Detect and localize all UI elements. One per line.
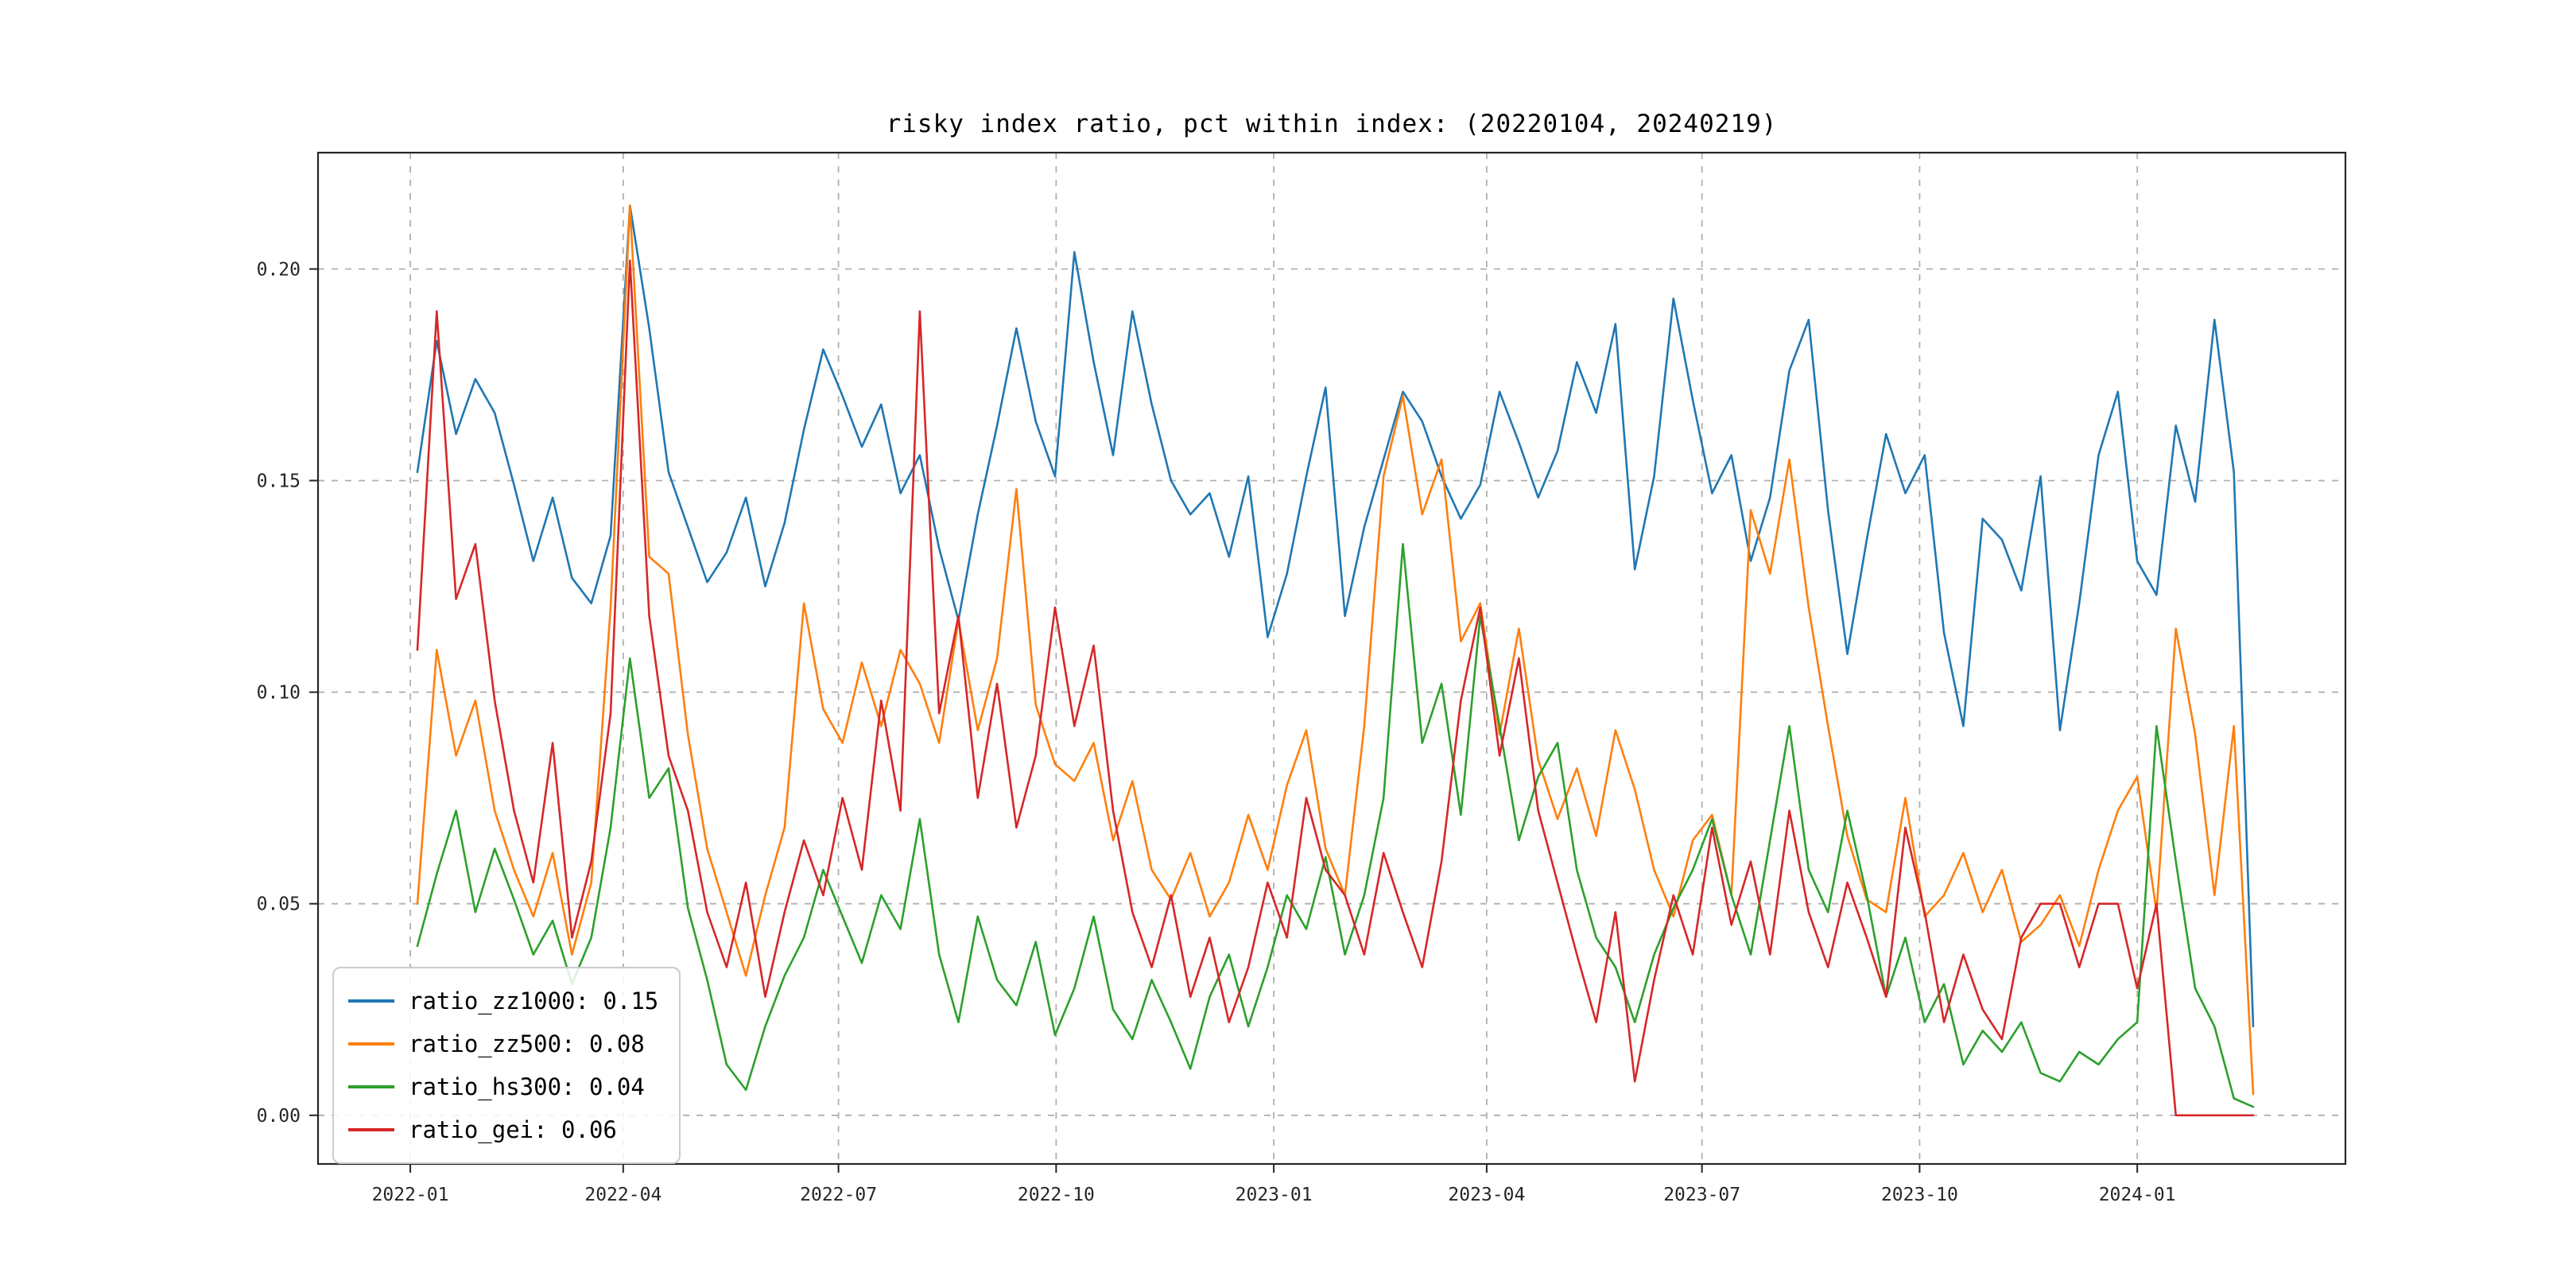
x-tick-label: 2024-01 [2099, 1185, 2176, 1205]
chart-title: risky index ratio, pct within index: (20… [886, 110, 1778, 138]
legend-line-swatch [348, 1128, 394, 1131]
x-tick-label: 2022-10 [1018, 1185, 1095, 1205]
legend-label: ratio_gei: 0.06 [409, 1116, 617, 1143]
series-line-ratio_zz1000 [416, 204, 2255, 1028]
x-tick-label: 2023-04 [1448, 1185, 1525, 1205]
x-tick-label: 2022-04 [584, 1185, 661, 1205]
series-line-ratio_gei [416, 259, 2255, 1117]
y-tick-label: 0.00 [257, 1106, 301, 1127]
x-tick-label: 2023-07 [1663, 1185, 1740, 1205]
x-tick-label: 2023-01 [1236, 1185, 1313, 1205]
legend-label: ratio_hs300: 0.04 [409, 1073, 645, 1100]
legend-line-swatch [348, 1042, 394, 1046]
x-tick-label: 2022-01 [372, 1185, 449, 1205]
legend-item-ratio_zz1000: ratio_zz1000: 0.15 [348, 980, 658, 1022]
legend-item-ratio_gei: ratio_gei: 0.06 [348, 1108, 658, 1151]
y-tick-label: 0.15 [257, 471, 301, 491]
legend: ratio_zz1000: 0.15 ratio_zz500: 0.08 ratio… [332, 967, 681, 1164]
legend-line-swatch [348, 999, 394, 1003]
y-tick-label: 0.10 [257, 683, 301, 704]
x-tick-label: 2023-10 [1881, 1185, 1958, 1205]
legend-item-ratio_zz500: ratio_zz500: 0.08 [348, 1022, 658, 1065]
y-tick-label: 0.05 [257, 894, 301, 915]
series-line-ratio_zz500 [416, 204, 2255, 1096]
legend-label: ratio_zz500: 0.08 [409, 1030, 645, 1057]
axes-frame [316, 151, 2347, 1166]
x-tick-label: 2022-07 [800, 1185, 877, 1205]
legend-item-ratio_hs300: ratio_hs300: 0.04 [348, 1065, 658, 1108]
y-tick-label: 0.20 [257, 259, 301, 280]
legend-label: ratio_zz1000: 0.15 [409, 987, 659, 1014]
series-line-ratio_hs300 [416, 542, 2255, 1108]
legend-line-swatch [348, 1085, 394, 1088]
